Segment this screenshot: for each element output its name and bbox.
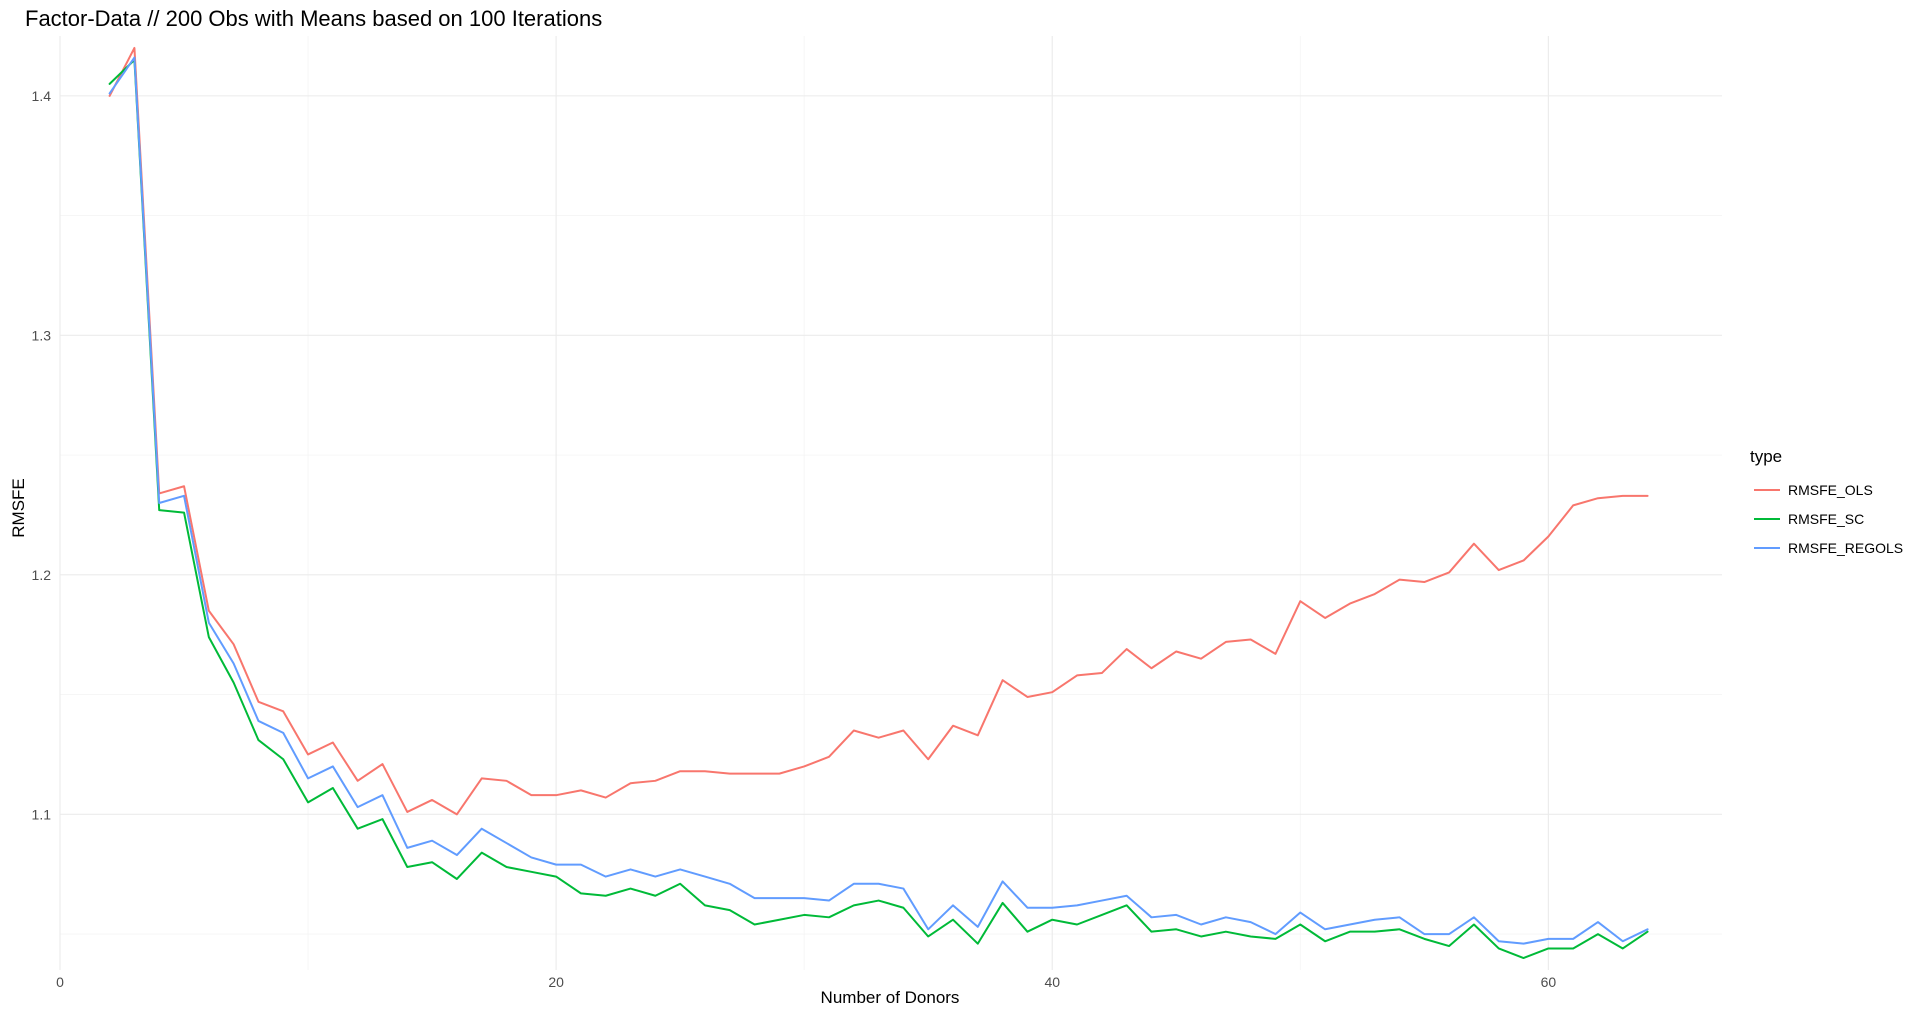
x-tick-label: 40 [1044,974,1060,990]
series-line-rmsfe-regols [108,56,1649,945]
y-axis-title: RMSFE [9,478,28,538]
y-tick-label: 1.1 [32,806,52,822]
y-tick-label: 1.2 [32,567,52,583]
y-axis-ticks: 1.1 1.2 1.3 1.4 [32,88,52,822]
x-tick-label: 60 [1541,974,1557,990]
x-axis-ticks: 0 20 40 60 [56,974,1556,990]
x-tick-label: 0 [56,974,64,990]
legend-label: RMSFE_OLS [1788,482,1873,498]
legend-title: type [1750,447,1782,466]
chart-title: Factor-Data // 200 Obs with Means based … [25,6,602,31]
series-line-rmsfe-ols [108,46,1649,816]
legend: type RMSFE_OLS RMSFE_SC RMSFE_REGOLS [1750,447,1903,556]
y-tick-label: 1.4 [32,88,52,104]
series-lines [108,46,1649,960]
legend-label: RMSFE_REGOLS [1788,540,1903,556]
grid [59,36,1722,970]
legend-label: RMSFE_SC [1788,511,1864,527]
series-line-rmsfe-sc [108,58,1649,960]
x-axis-title: Number of Donors [821,988,960,1007]
x-tick-label: 20 [548,974,564,990]
y-tick-label: 1.3 [32,327,52,343]
